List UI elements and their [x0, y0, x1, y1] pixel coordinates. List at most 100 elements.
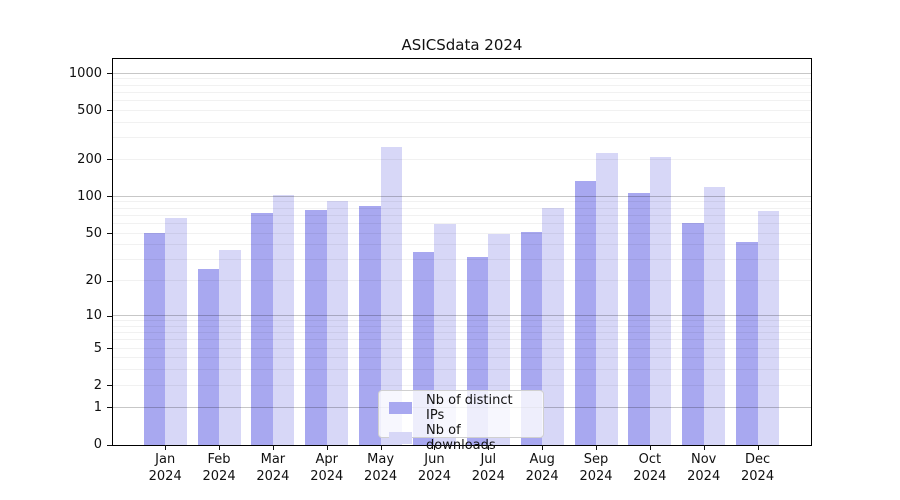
x-tick-month-oct: Oct — [638, 452, 662, 467]
x-tick-year-may: 2024 — [364, 469, 398, 484]
y-tick-label-1: 1 — [93, 399, 102, 415]
bar-downloads-oct — [649, 156, 672, 445]
chart-title: ASICSdata 2024 — [401, 36, 523, 54]
gridline-8 — [113, 325, 811, 327]
y-tick-label-10: 10 — [85, 308, 102, 324]
bar-downloads-jan — [165, 217, 187, 445]
bar-downloads-nov — [703, 186, 726, 445]
bar-distinct-ips-jan — [143, 233, 166, 445]
x-tick-mark-sep — [596, 445, 597, 450]
x-tick-label-dec: Dec 2024 — [741, 451, 774, 485]
y-tick-mark-1000 — [107, 73, 112, 75]
gridline-1000 — [113, 72, 811, 74]
y-tick-mark-200 — [107, 159, 112, 161]
x-tick-month-dec: Dec — [744, 452, 771, 467]
gridline-500 — [113, 109, 811, 111]
legend-swatch-downloads — [389, 432, 412, 444]
x-tick-label-aug: Aug 2024 — [526, 451, 559, 485]
y-tick-label-1000: 1000 — [68, 65, 102, 81]
x-tick-label-nov: Nov 2024 — [687, 451, 720, 485]
x-tick-label-sep: Sep 2024 — [579, 451, 612, 485]
legend-row-downloads: Nb of downloads — [389, 423, 533, 453]
y-tick-label-0: 0 — [93, 437, 102, 452]
bar-distinct-ips-nov — [682, 222, 704, 445]
x-tick-month-apr: Apr — [315, 452, 339, 467]
gridline-2 — [113, 384, 811, 386]
gridline-600 — [113, 99, 811, 101]
x-tick-mark-oct — [649, 445, 651, 450]
bar-distinct-ips-feb — [197, 269, 220, 445]
y-tick-label-500: 500 — [77, 102, 102, 118]
plot-inner — [113, 59, 811, 445]
x-tick-mark-jan — [165, 445, 167, 450]
legend-swatch-distinct-ips — [389, 402, 412, 414]
gridline-4 — [113, 357, 811, 359]
gridline-800 — [113, 84, 811, 86]
gridline-40 — [113, 244, 811, 246]
x-tick-label-jan: Jan 2024 — [149, 451, 182, 485]
gridline-300 — [113, 137, 811, 139]
bar-downloads-sep — [596, 153, 618, 445]
y-tick-mark-50 — [107, 233, 112, 235]
y-tick-mark-500 — [107, 110, 112, 112]
y-tick-label-5: 5 — [93, 340, 102, 356]
y-tick-mark-10 — [107, 315, 112, 317]
bar-distinct-ips-oct — [628, 193, 650, 445]
y-tick-label-2: 2 — [93, 377, 102, 393]
legend-label-downloads: Nb of downloads — [426, 423, 496, 453]
x-tick-year-nov: 2024 — [687, 469, 721, 484]
x-tick-year-jun: 2024 — [417, 469, 451, 484]
gridline-700 — [113, 91, 811, 93]
x-tick-year-feb: 2024 — [202, 469, 236, 484]
gridline-20 — [113, 280, 811, 282]
x-tick-label-feb: Feb 2024 — [203, 451, 236, 485]
x-tick-year-oct: 2024 — [633, 469, 667, 484]
legend-label-distinct-ips: Nb of distinct IPs — [426, 393, 513, 423]
gridline-50 — [113, 232, 811, 234]
x-tick-label-jul: Jul 2024 — [472, 451, 505, 485]
x-tick-month-mar: Mar — [260, 452, 286, 467]
bar-downloads-apr — [326, 200, 349, 445]
gridline-5 — [113, 347, 811, 349]
gridline-6 — [113, 339, 811, 341]
x-tick-month-may: May — [367, 452, 395, 467]
x-tick-month-aug: Aug — [529, 452, 555, 467]
gridline-100 — [113, 195, 811, 197]
x-tick-mark-nov — [703, 445, 705, 450]
gridline-7 — [113, 332, 811, 334]
x-tick-year-jan: 2024 — [148, 469, 182, 484]
legend: Nb of distinct IPs Nb of downloads — [378, 390, 544, 453]
bar-downloads-may — [380, 147, 403, 445]
bar-downloads-aug — [542, 208, 564, 445]
bar-distinct-ips-sep — [574, 181, 596, 445]
bar-downloads-feb — [219, 250, 241, 445]
gridline-10 — [113, 315, 811, 317]
x-tick-year-sep: 2024 — [579, 469, 613, 484]
y-tick-mark-100 — [107, 196, 112, 198]
gridline-3 — [113, 369, 811, 371]
x-tick-year-jul: 2024 — [471, 469, 505, 484]
y-tick-mark-2 — [107, 385, 112, 387]
y-tick-mark-0 — [107, 444, 112, 446]
x-tick-label-may: May 2024 — [364, 451, 397, 485]
x-tick-mark-dec — [757, 445, 759, 450]
x-tick-year-mar: 2024 — [256, 469, 290, 484]
y-tick-mark-5 — [107, 348, 112, 350]
y-tick-mark-1 — [107, 407, 112, 409]
bar-distinct-ips-mar — [251, 213, 273, 445]
gridline-60 — [113, 222, 811, 224]
y-tick-label-20: 20 — [85, 273, 102, 289]
gridline-900 — [113, 78, 811, 80]
legend-row-distinct-ips: Nb of distinct IPs — [389, 393, 533, 423]
x-tick-label-oct: Oct 2024 — [633, 451, 666, 485]
x-tick-mark-may — [380, 445, 382, 450]
gridline-200 — [113, 158, 811, 160]
x-tick-mark-mar — [272, 445, 274, 450]
y-tick-label-50: 50 — [85, 225, 102, 241]
x-tick-mark-apr — [326, 445, 328, 450]
x-tick-year-apr: 2024 — [310, 469, 344, 484]
bar-distinct-ips-apr — [305, 210, 327, 445]
bar-downloads-mar — [272, 194, 295, 445]
bar-downloads-dec — [757, 210, 780, 445]
